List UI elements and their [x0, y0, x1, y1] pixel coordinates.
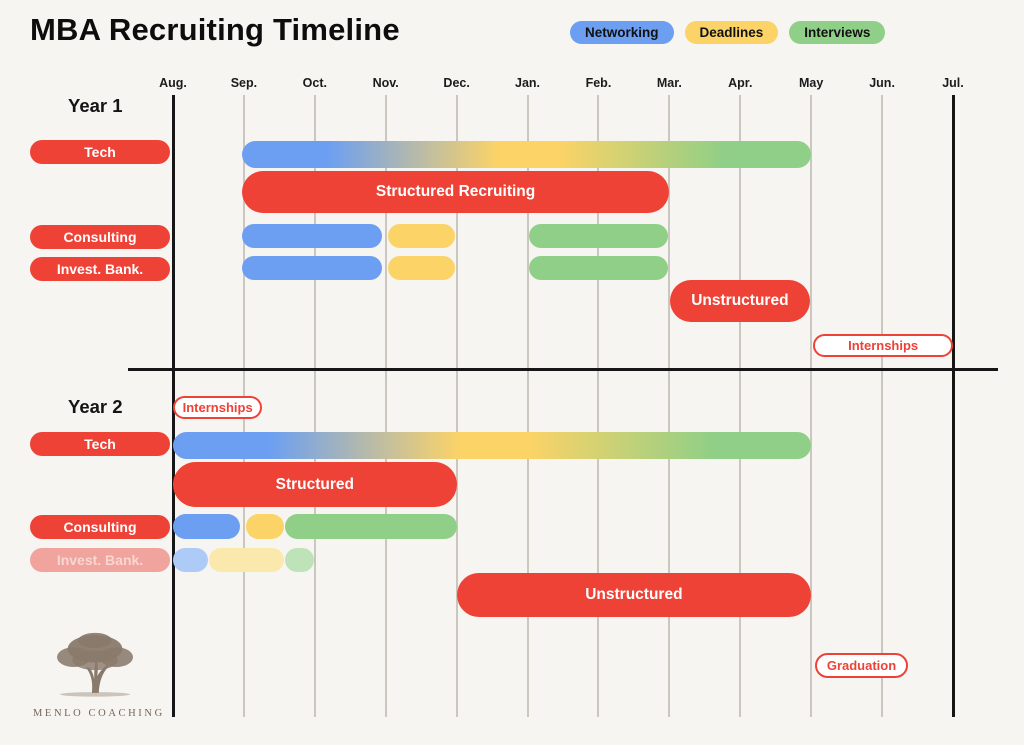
- y1-consulting-networking-bar: [241, 224, 383, 248]
- legend: Networking Deadlines Interviews: [570, 21, 886, 44]
- year-2-row-pill-consulting: Consulting: [30, 515, 170, 539]
- legend-pill-networking: Networking: [570, 21, 674, 44]
- year-1-row-pill-invest-bank: Invest. Bank.: [30, 257, 170, 281]
- month-label-may: May: [799, 76, 824, 90]
- y1-structured-recruiting-bar: Structured Recruiting: [241, 171, 670, 213]
- brand-name: MENLO COACHING: [33, 708, 165, 719]
- y2-internships-pill: Internships: [173, 396, 263, 419]
- y2-tech-gradient-bar: [173, 432, 812, 459]
- legend-pill-deadlines: Deadlines: [684, 21, 779, 44]
- y1-consulting-interviews-bar: [528, 224, 668, 248]
- y2-invest-deadlines-bar: [209, 548, 284, 572]
- gridline-jul: [952, 95, 955, 717]
- gridline-apr: [739, 95, 742, 717]
- gridline-dec: [455, 95, 458, 717]
- month-label-jun: Jun.: [869, 76, 895, 90]
- y2-consulting-networking-bar: [173, 514, 241, 539]
- year-2-row-pill-tech: Tech: [30, 432, 170, 456]
- year-1-row-pill-consulting: Consulting: [30, 225, 170, 249]
- gridline-feb: [597, 95, 600, 717]
- y1-consulting-deadlines-bar: [387, 224, 456, 248]
- month-label-dec: Dec.: [443, 76, 470, 90]
- year-divider-line: [128, 368, 998, 371]
- gridline-oct: [313, 95, 316, 717]
- tree-logo-icon: [57, 632, 133, 697]
- year-1-row-pill-tech: Tech: [30, 140, 170, 164]
- month-label-sep: Sep.: [230, 76, 258, 90]
- y1-tech-gradient-bar: [241, 141, 812, 168]
- month-label-oct: Oct.: [302, 76, 327, 90]
- month-label-aug: Aug.: [159, 76, 187, 90]
- menlo-coaching-logo: MENLO COACHING: [33, 626, 165, 719]
- y1-internships-pill: Internships: [813, 334, 953, 357]
- y2-invest-interviews-bar: [285, 548, 315, 572]
- y1-invest-networking-bar: [241, 256, 383, 280]
- month-label-apr: Apr.: [728, 76, 753, 90]
- gridline-may: [810, 95, 813, 717]
- y2-consulting-deadlines-bar: [246, 514, 284, 539]
- gridline-jun: [881, 95, 884, 717]
- y1-invest-interviews-bar: [528, 256, 668, 280]
- month-label-nov: Nov.: [372, 76, 399, 90]
- y2-structured-bar: Structured: [173, 462, 457, 507]
- y2-invest-networking-bar: [173, 548, 208, 572]
- month-label-jan: Jan.: [515, 76, 541, 90]
- month-label-jul: Jul.: [942, 76, 964, 90]
- year-1-label: Year 1: [68, 95, 123, 116]
- month-label-mar: Mar.: [656, 76, 682, 90]
- legend-pill-interviews: Interviews: [789, 21, 886, 44]
- gridline-mar: [668, 95, 671, 717]
- year-2-label: Year 2: [68, 396, 123, 417]
- y1-unstructured-bar: Unstructured: [670, 280, 810, 322]
- month-label-feb: Feb.: [585, 76, 612, 90]
- gridline-jan: [526, 95, 529, 717]
- y2-graduation-pill: Graduation: [815, 653, 908, 678]
- y2-unstructured-bar: Unstructured: [456, 573, 812, 617]
- page-title: MBA Recruiting Timeline: [30, 12, 400, 47]
- gridline-nov: [384, 95, 387, 717]
- y1-invest-deadlines-bar: [387, 256, 456, 280]
- y2-consulting-interviews-bar: [285, 514, 457, 539]
- year-2-row-pill-invest-bank: Invest. Bank.: [30, 548, 170, 572]
